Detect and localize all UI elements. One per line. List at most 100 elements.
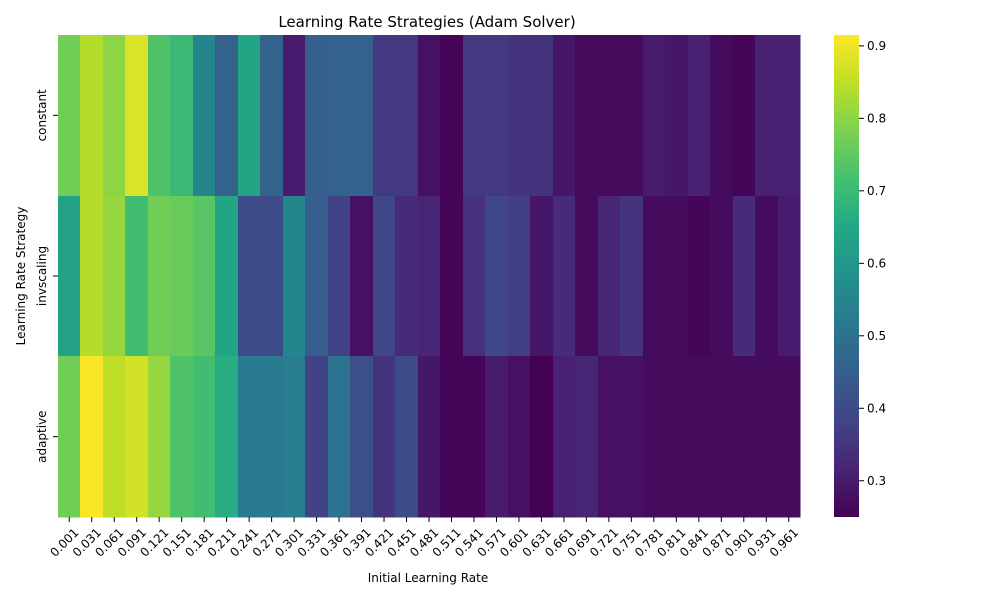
- heatmap-cell: [620, 35, 644, 197]
- heatmap-cell: [755, 196, 779, 357]
- heatmap-cell: [418, 196, 441, 357]
- heatmap-cell: [463, 35, 486, 197]
- heatmap-cell: [485, 35, 509, 197]
- heatmap-cell: [283, 356, 306, 518]
- heatmap-cell: [778, 196, 801, 357]
- colorbar-tick-label: 0.5: [867, 329, 886, 343]
- heatmap-cell: [238, 196, 261, 357]
- heatmap-cell: [328, 196, 351, 357]
- heatmap-cell: [598, 356, 621, 518]
- heatmap-cell: [553, 35, 576, 197]
- heatmap-cell: [440, 35, 464, 197]
- heatmap-cell: [260, 196, 284, 357]
- colorbar-tick-label: 0.3: [867, 474, 886, 488]
- heatmap-cell: [170, 196, 194, 357]
- colorbar-tick-label: 0.7: [867, 184, 886, 198]
- heatmap-cell: [778, 35, 801, 197]
- heatmap-cell: [530, 35, 554, 197]
- heatmap-cell: [395, 35, 419, 197]
- heatmap-cell: [643, 356, 666, 518]
- heatmap-cell: [305, 35, 329, 197]
- y-tick-label: adaptive: [35, 410, 49, 462]
- heatmap-cell: [103, 356, 126, 518]
- heatmap-cell: [193, 356, 216, 518]
- heatmap-cell: [148, 35, 171, 197]
- colorbar-tick-label: 0.4: [867, 401, 886, 415]
- heatmap-cell: [58, 35, 81, 197]
- heatmap-cell: [305, 356, 329, 518]
- heatmap-cell: [440, 196, 464, 357]
- heatmap-cell: [193, 35, 216, 197]
- heatmap-cell: [238, 356, 261, 518]
- heatmap-cell: [260, 356, 284, 518]
- y-tick-label: constant: [35, 89, 49, 141]
- heatmap-cell: [395, 196, 419, 357]
- heatmap-cell: [778, 356, 801, 518]
- heatmap-cell: [418, 35, 441, 197]
- heatmap-cell: [575, 35, 599, 197]
- heatmap-cells: [58, 35, 801, 518]
- heatmap-cell: [148, 196, 171, 357]
- y-tick-label: invscaling: [35, 246, 49, 306]
- heatmap-cell: [193, 196, 216, 357]
- x-axis-label: Initial Learning Rate: [368, 571, 488, 585]
- heatmap-cell: [125, 35, 149, 197]
- heatmap-cell: [598, 196, 621, 357]
- heatmap-cell: [283, 35, 306, 197]
- heatmap-cell: [58, 196, 81, 357]
- heatmap-cell: [215, 35, 239, 197]
- heatmap-cell: [643, 196, 666, 357]
- heatmap-cell: [575, 356, 599, 518]
- heatmap-cell: [80, 196, 104, 357]
- heatmap-cell: [598, 35, 621, 197]
- heatmap-cell: [553, 356, 576, 518]
- heatmap-cell: [328, 356, 351, 518]
- heatmap-cell: [80, 35, 104, 197]
- heatmap-cell: [283, 196, 306, 357]
- colorbar-tick-label: 0.6: [867, 256, 886, 270]
- heatmap-cell: [305, 196, 329, 357]
- heatmap-cell: [508, 196, 531, 357]
- heatmap-cell: [463, 356, 486, 518]
- heatmap-cell: [463, 196, 486, 357]
- heatmap-cell: [733, 35, 756, 197]
- heatmap-cell: [215, 356, 239, 518]
- heatmap-cell: [350, 35, 374, 197]
- heatmap-cell: [170, 35, 194, 197]
- heatmap-cell: [530, 356, 554, 518]
- heatmap-cell: [665, 356, 689, 518]
- heatmap-cell: [643, 35, 666, 197]
- heatmap-cell: [238, 35, 261, 197]
- heatmap-cell: [373, 356, 396, 518]
- heatmap-cell: [508, 356, 531, 518]
- chart-title: Learning Rate Strategies (Adam Solver): [278, 13, 575, 31]
- colorbar: [834, 35, 859, 517]
- heatmap-cell: [328, 35, 351, 197]
- heatmap-cell: [688, 35, 711, 197]
- heatmap-cell: [350, 356, 374, 518]
- heatmap-cell: [688, 196, 711, 357]
- heatmap-cell: [530, 196, 554, 357]
- y-axis-ticks: constant invscaling adaptive: [35, 89, 58, 463]
- heatmap-cell: [733, 196, 756, 357]
- heatmap-cell: [485, 196, 509, 357]
- heatmap-cell: [665, 196, 689, 357]
- heatmap-cell: [80, 356, 104, 518]
- heatmap-cell: [710, 356, 734, 518]
- x-axis-ticks: 0.0010.0310.0610.0910.1210.1510.1810.211…: [47, 517, 801, 560]
- y-axis-label: Learning Rate Strategy: [14, 207, 28, 346]
- heatmap-cell: [395, 356, 419, 518]
- heatmap-cell: [733, 356, 756, 518]
- heatmap-cell: [688, 356, 711, 518]
- heatmap-cell: [440, 356, 464, 518]
- heatmap-cell: [373, 196, 396, 357]
- heatmap-cell: [373, 35, 396, 197]
- heatmap-cell: [485, 356, 509, 518]
- heatmap-cell: [665, 35, 689, 197]
- heatmap-cell: [103, 35, 126, 197]
- heatmap-cell: [215, 196, 239, 357]
- heatmap-cell: [418, 356, 441, 518]
- heatmap-cell: [103, 196, 126, 357]
- heatmap-cell: [620, 196, 644, 357]
